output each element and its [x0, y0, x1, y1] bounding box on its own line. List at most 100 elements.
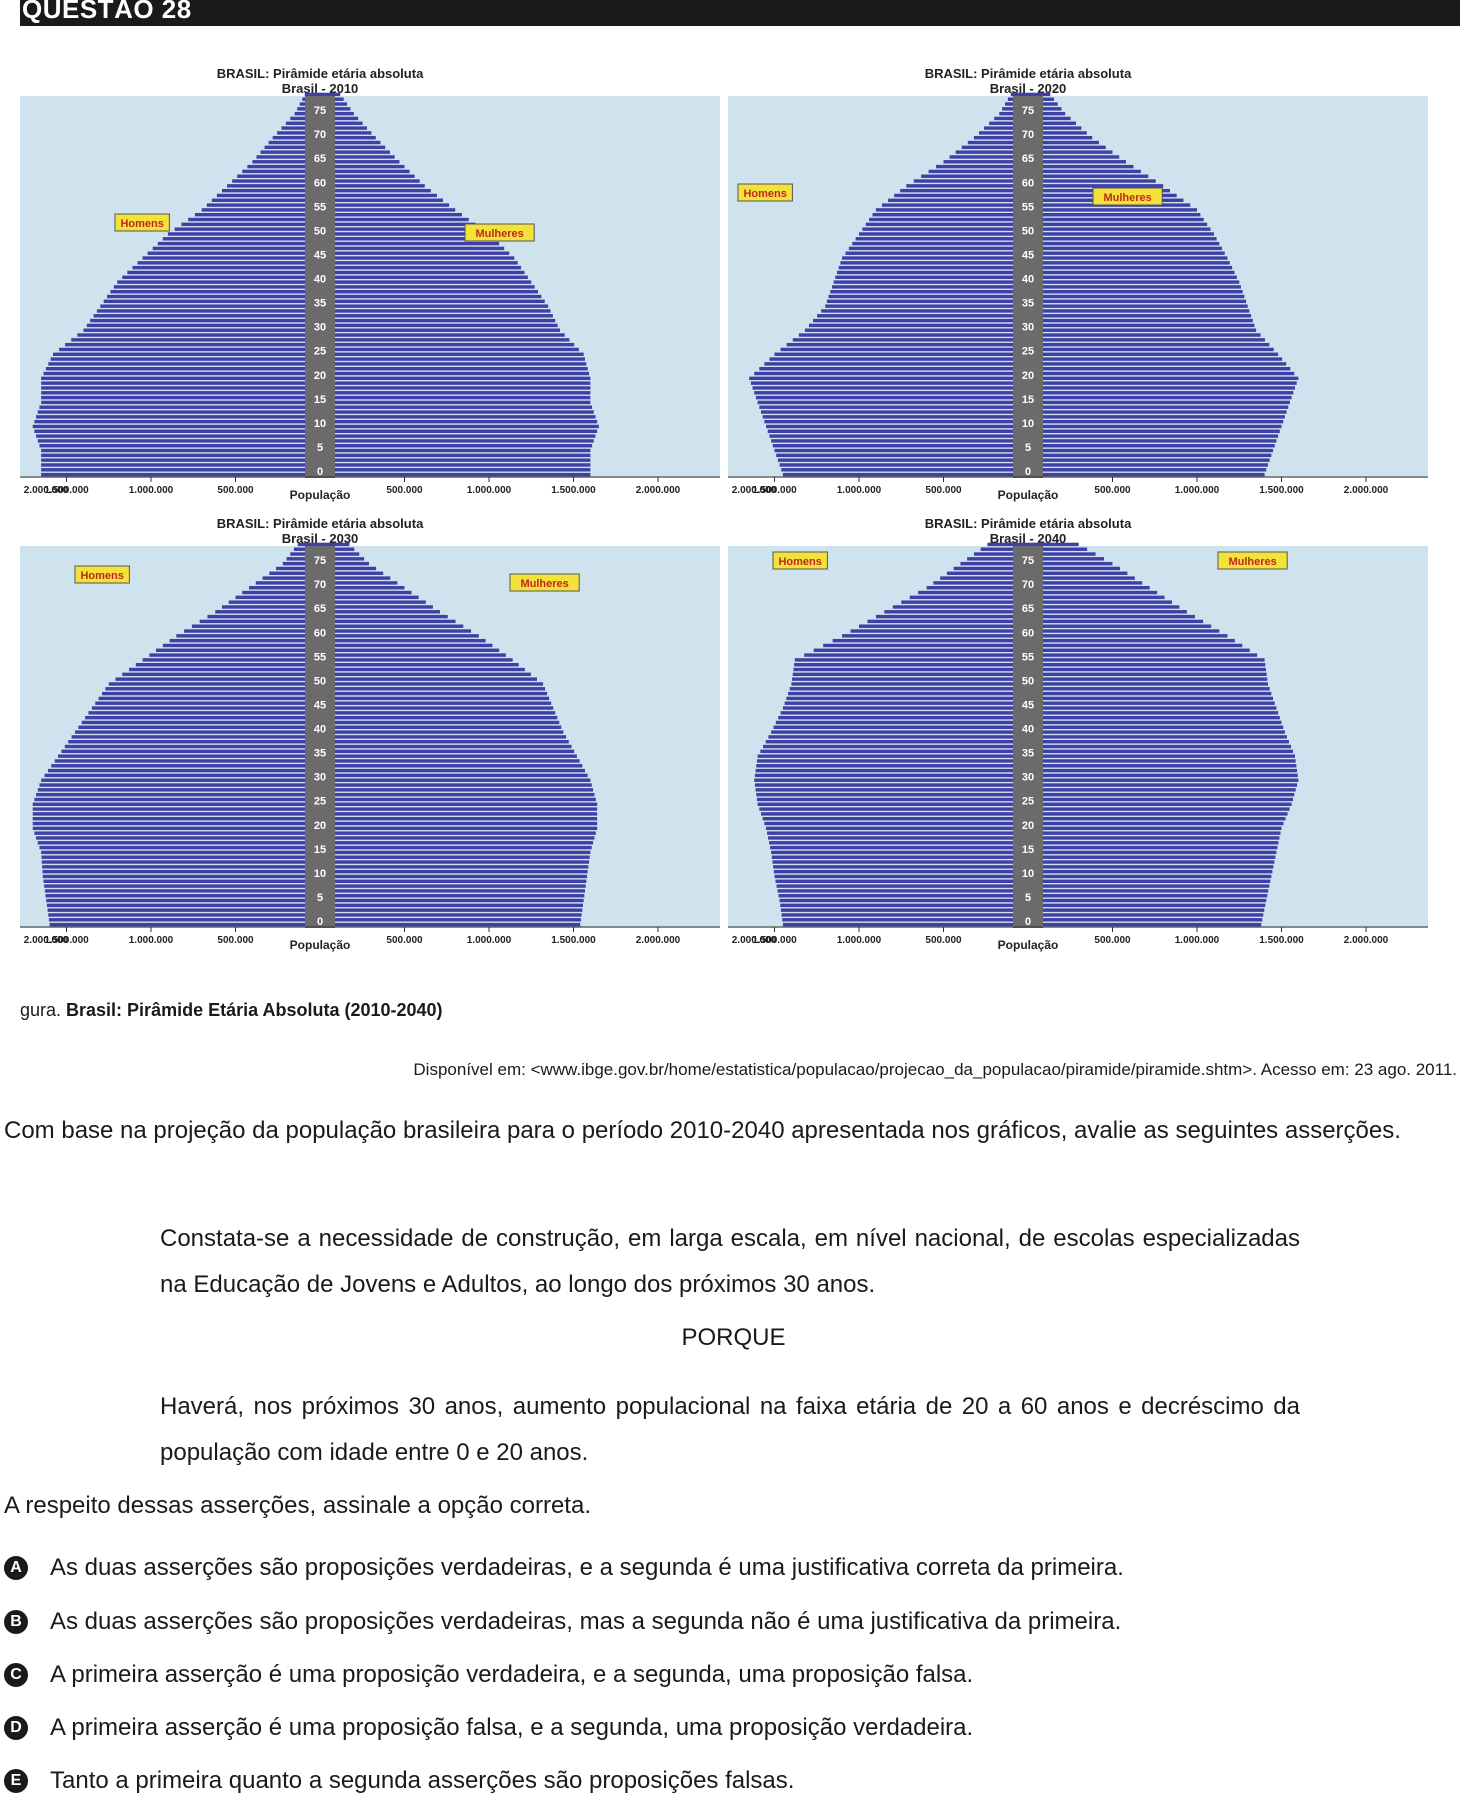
bar-mulheres — [320, 468, 591, 472]
bar-mulheres — [320, 749, 575, 754]
bar-homens — [41, 855, 320, 859]
y-tick-label: 35 — [1022, 298, 1034, 310]
bar-mulheres — [1028, 179, 1156, 183]
bar-mulheres — [320, 458, 591, 462]
x-tick-label: 500.000 — [386, 485, 423, 496]
bar-mulheres — [320, 285, 535, 289]
bar-homens — [840, 261, 1028, 265]
bar-homens — [764, 821, 1028, 826]
bar-mulheres — [1028, 140, 1099, 145]
bar-homens — [826, 299, 1028, 304]
bar-mulheres — [1028, 792, 1295, 797]
y-tick-label: 50 — [314, 675, 326, 687]
bar-mulheres — [1028, 174, 1149, 178]
bar-homens — [749, 376, 1028, 381]
bar-mulheres — [1028, 458, 1270, 462]
bar-homens — [39, 405, 321, 409]
bar-mulheres — [320, 682, 544, 686]
option-d-badge: D — [4, 1716, 28, 1740]
bar-homens — [51, 764, 320, 768]
bar-homens — [41, 453, 321, 458]
bar-mulheres — [320, 179, 420, 183]
bar-homens — [901, 600, 1028, 604]
chart-subtitle: Brasil - 2010 — [282, 81, 359, 96]
bar-homens — [1010, 92, 1028, 97]
bar-mulheres — [1028, 444, 1275, 448]
y-tick-label: 50 — [1022, 675, 1034, 687]
chart-subtitle: Brasil - 2040 — [990, 531, 1067, 546]
bar-mulheres — [320, 169, 410, 174]
bar-homens — [64, 744, 320, 749]
bar-mulheres — [320, 812, 598, 816]
bar-homens — [137, 261, 320, 265]
y-tick-label: 25 — [314, 796, 326, 808]
bar-homens — [779, 898, 1028, 903]
bar-homens — [147, 251, 320, 255]
bar-mulheres — [1028, 663, 1266, 667]
bar-mulheres — [1028, 424, 1282, 429]
bar-mulheres — [1028, 347, 1274, 352]
x-tick-label: 2.000.000 — [1344, 485, 1389, 496]
y-tick-label: 30 — [1022, 322, 1034, 334]
option-c-text: A primeira asserção é uma proposição ver… — [50, 1661, 974, 1688]
bar-homens — [281, 126, 320, 130]
bar-mulheres — [320, 653, 506, 657]
bar-mulheres — [320, 410, 594, 414]
bar-homens — [206, 203, 320, 207]
option-b[interactable]: B As duas asserções são proposições verda… — [4, 1608, 1121, 1636]
bar-mulheres — [320, 116, 359, 121]
legend-label-mulheres: Mulheres — [520, 578, 568, 590]
bar-mulheres — [1028, 400, 1290, 405]
legend-box-mulheres — [1092, 187, 1163, 206]
option-e[interactable]: E Tanto a primeira quanto a segunda asser… — [4, 1767, 794, 1795]
x-tick-label: 1.000.000 — [1175, 935, 1220, 946]
chart-title: BRASIL: Pirâmide etária absoluta — [217, 516, 424, 531]
bar-mulheres — [1028, 429, 1280, 433]
bar-mulheres — [1028, 821, 1284, 826]
bar-homens — [791, 682, 1028, 686]
bar-homens — [838, 265, 1028, 270]
bar-homens — [211, 198, 320, 202]
option-a[interactable]: A As duas asserções são proposições verda… — [4, 1554, 1124, 1582]
option-c[interactable]: C A primeira asserção é uma proposição ve… — [4, 1661, 973, 1689]
bar-homens — [36, 434, 320, 438]
y-tick-label: 20 — [314, 820, 326, 832]
age-axis-column — [305, 546, 335, 928]
option-c-badge: C — [4, 1663, 28, 1687]
bar-mulheres — [320, 126, 367, 130]
assertion-2: Haverá, nos próximos 30 anos, aumento po… — [160, 1393, 1300, 1466]
bar-homens — [953, 566, 1028, 571]
x-tick-label: 2.000.000 — [24, 485, 69, 496]
bar-homens — [940, 576, 1028, 580]
bar-homens — [108, 682, 320, 686]
bar-mulheres — [1028, 285, 1241, 289]
bar-homens — [242, 169, 320, 174]
bar-homens — [776, 453, 1028, 458]
bar-mulheres — [1028, 261, 1230, 265]
bar-homens — [215, 610, 320, 614]
y-tick-label: 40 — [314, 724, 326, 736]
age-axis-column — [1013, 96, 1043, 478]
bar-homens — [794, 663, 1028, 667]
bar-homens — [960, 561, 1028, 566]
bar-homens — [216, 193, 320, 198]
bar-mulheres — [320, 845, 592, 850]
bar-homens — [804, 328, 1028, 332]
bar-mulheres — [1028, 610, 1187, 614]
bar-homens — [32, 802, 320, 806]
option-d[interactable]: D A primeira asserção é uma proposição fa… — [4, 1714, 973, 1742]
bar-mulheres — [1028, 571, 1128, 575]
bar-mulheres — [320, 619, 456, 624]
bar-homens — [42, 865, 320, 869]
legend-box-mulheres — [509, 573, 580, 592]
bar-homens — [129, 667, 320, 672]
bar-homens — [201, 208, 320, 212]
bar-homens — [763, 744, 1028, 749]
bar-homens — [47, 908, 321, 912]
bar-mulheres — [320, 333, 565, 337]
bar-mulheres — [1028, 237, 1217, 241]
bar-homens — [34, 831, 320, 835]
bar-homens — [830, 290, 1028, 294]
bar-mulheres — [1028, 812, 1288, 816]
bar-homens — [760, 812, 1028, 816]
